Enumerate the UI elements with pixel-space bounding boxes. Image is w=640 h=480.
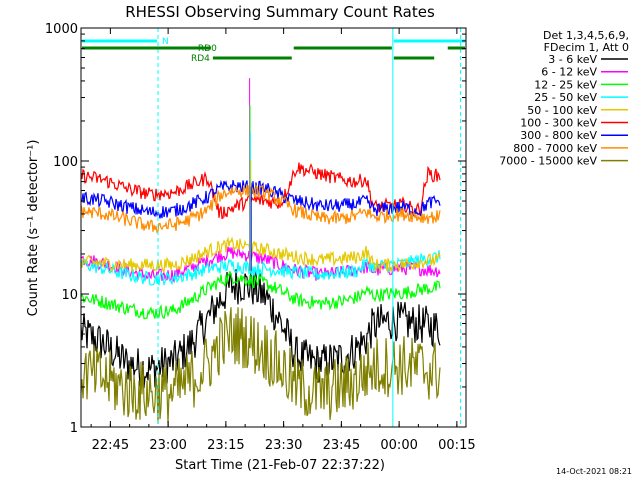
y-tick-label-2: 100	[53, 155, 78, 170]
x-axis-label: Start Time (21-Feb-07 22:37:22)	[175, 458, 385, 473]
series-line-2	[80, 271, 441, 320]
legend-label-0: 3 - 6 keV	[548, 53, 597, 66]
series-line-8	[80, 307, 441, 425]
y-tick-label-3: 1000	[45, 22, 78, 37]
series-line-4	[80, 236, 441, 274]
x-tick-label-3: 23:30	[265, 438, 302, 453]
series-line-7	[80, 184, 441, 234]
y-axis: 1 10 100 1000	[45, 22, 466, 436]
x-tick-label-2: 23:15	[207, 438, 244, 453]
series-layer	[80, 78, 441, 425]
x-tick-label-6: 00:15	[438, 438, 475, 453]
annotation-label-rd0: RD0	[198, 44, 217, 54]
legend-label-3: 25 - 50 keV	[534, 91, 597, 104]
x-tick-label-5: 00:00	[380, 438, 417, 453]
legend-label-8: 7000 - 15000 keV	[499, 155, 597, 168]
legend-label-4: 50 - 100 keV	[527, 104, 597, 117]
legend: Det 1,3,4,5,6,9,FDecim 1, Att 03 - 6 keV…	[499, 29, 629, 168]
x-tick-label-1: 23:00	[149, 438, 186, 453]
x-tick-label-0: 22:45	[92, 438, 129, 453]
chart-title: RHESSI Observing Summary Count Rates	[125, 3, 435, 21]
y-axis-label: Count Rate (s⁻¹ detector⁻¹)	[26, 140, 41, 317]
plot-frame	[80, 27, 467, 428]
x-axis: 22:45 23:00 23:15 23:30 23:45 00:00 00:15	[90, 28, 476, 453]
series-line-3	[80, 250, 441, 286]
y-tick-label-0: 1	[70, 421, 78, 436]
legend-label-7: 800 - 7000 keV	[513, 142, 597, 155]
legend-header-0: Det 1,3,4,5,6,9,	[543, 29, 629, 42]
x-tick-label-4: 23:45	[323, 438, 360, 453]
footer-timestamp: 14-Oct-2021 08:21	[556, 467, 632, 476]
annotation-label-rd4: RD4	[191, 54, 210, 64]
legend-label-2: 12 - 25 keV	[534, 78, 597, 91]
legend-label-6: 300 - 800 keV	[520, 129, 597, 142]
legend-label-1: 6 - 12 keV	[541, 66, 597, 79]
series-line-5	[80, 162, 441, 220]
y-tick-label-1: 10	[61, 288, 78, 303]
annotation-label-n: N	[162, 37, 169, 47]
legend-label-5: 100 - 300 keV	[520, 117, 597, 130]
series-line-6	[80, 179, 441, 219]
legend-header-1: FDecim 1, Att 0	[544, 41, 629, 54]
